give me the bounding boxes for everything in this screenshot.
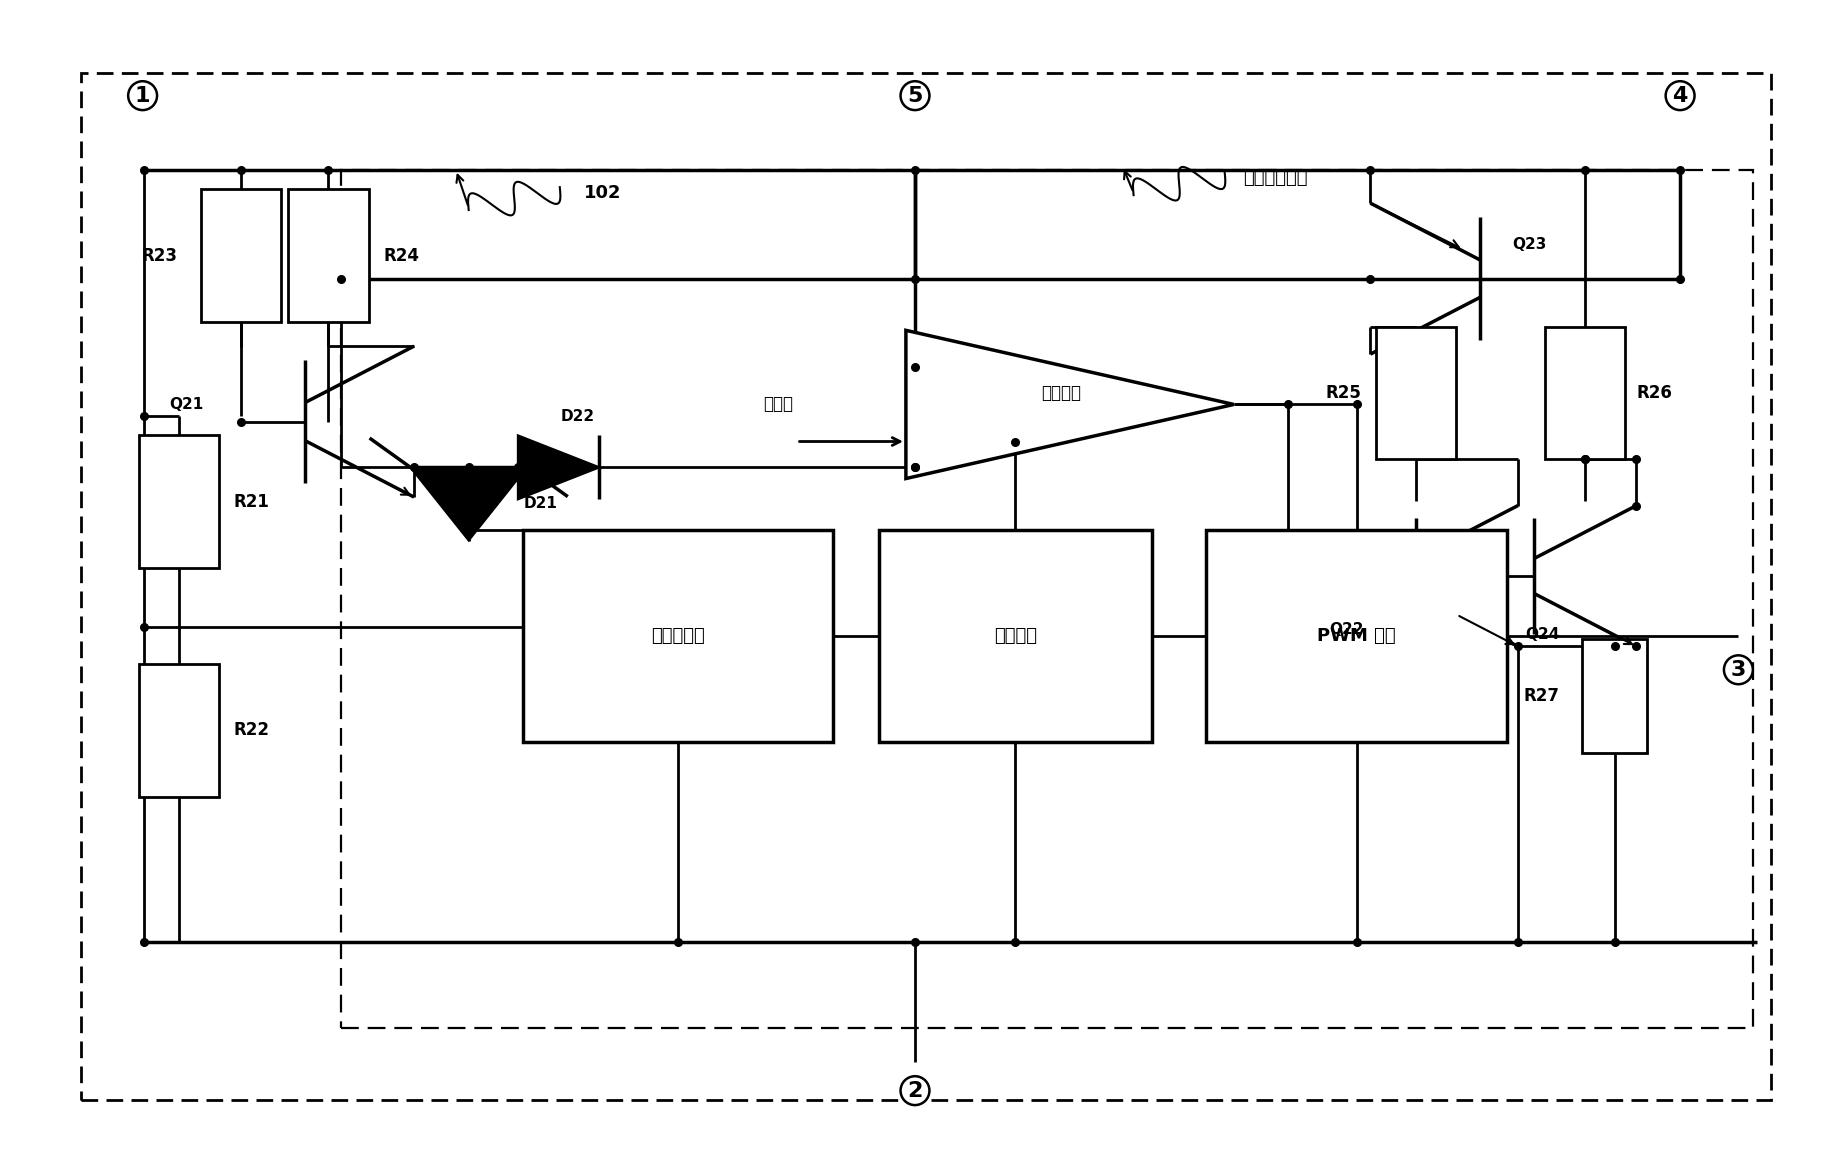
Polygon shape [410, 468, 527, 540]
Bar [878, 530, 1151, 742]
Text: R23: R23 [141, 247, 178, 265]
Text: Q24: Q24 [1524, 628, 1559, 643]
Bar [1376, 327, 1457, 460]
Text: 可集成化部分: 可集成化部分 [1243, 169, 1307, 187]
Text: 3: 3 [1731, 660, 1746, 680]
Bar [1206, 530, 1508, 742]
Text: 102: 102 [584, 184, 620, 202]
Bar [201, 189, 282, 323]
Text: Q22: Q22 [1329, 622, 1363, 637]
Bar [139, 664, 220, 797]
Text: 使能脚: 使能脚 [763, 395, 794, 412]
Text: R24: R24 [382, 247, 419, 265]
Text: R21: R21 [234, 493, 269, 510]
Text: Q21: Q21 [168, 397, 203, 412]
Text: 1: 1 [135, 85, 150, 106]
Bar [81, 73, 1771, 1100]
Bar [139, 435, 220, 568]
Text: 4: 4 [1673, 85, 1687, 106]
Text: 2: 2 [908, 1081, 922, 1100]
Bar [1581, 639, 1647, 753]
Bar [1545, 327, 1625, 460]
Text: 延时电路: 延时电路 [994, 627, 1036, 645]
Bar [523, 530, 833, 742]
Text: R25: R25 [1325, 384, 1362, 402]
Text: 零电压检测: 零电压检测 [651, 627, 705, 645]
Text: 采样保持: 采样保持 [1041, 384, 1082, 402]
Text: R26: R26 [1636, 384, 1673, 402]
Text: R27: R27 [1524, 687, 1559, 705]
Bar [289, 189, 368, 323]
Text: 5: 5 [908, 85, 922, 106]
Polygon shape [518, 435, 600, 499]
Text: PWM 产生: PWM 产生 [1318, 627, 1396, 645]
Text: R22: R22 [234, 721, 269, 740]
Text: D22: D22 [562, 409, 595, 424]
Text: Q23: Q23 [1513, 237, 1546, 252]
Polygon shape [906, 331, 1233, 478]
Bar [340, 170, 1753, 1028]
Text: D21: D21 [523, 497, 556, 511]
